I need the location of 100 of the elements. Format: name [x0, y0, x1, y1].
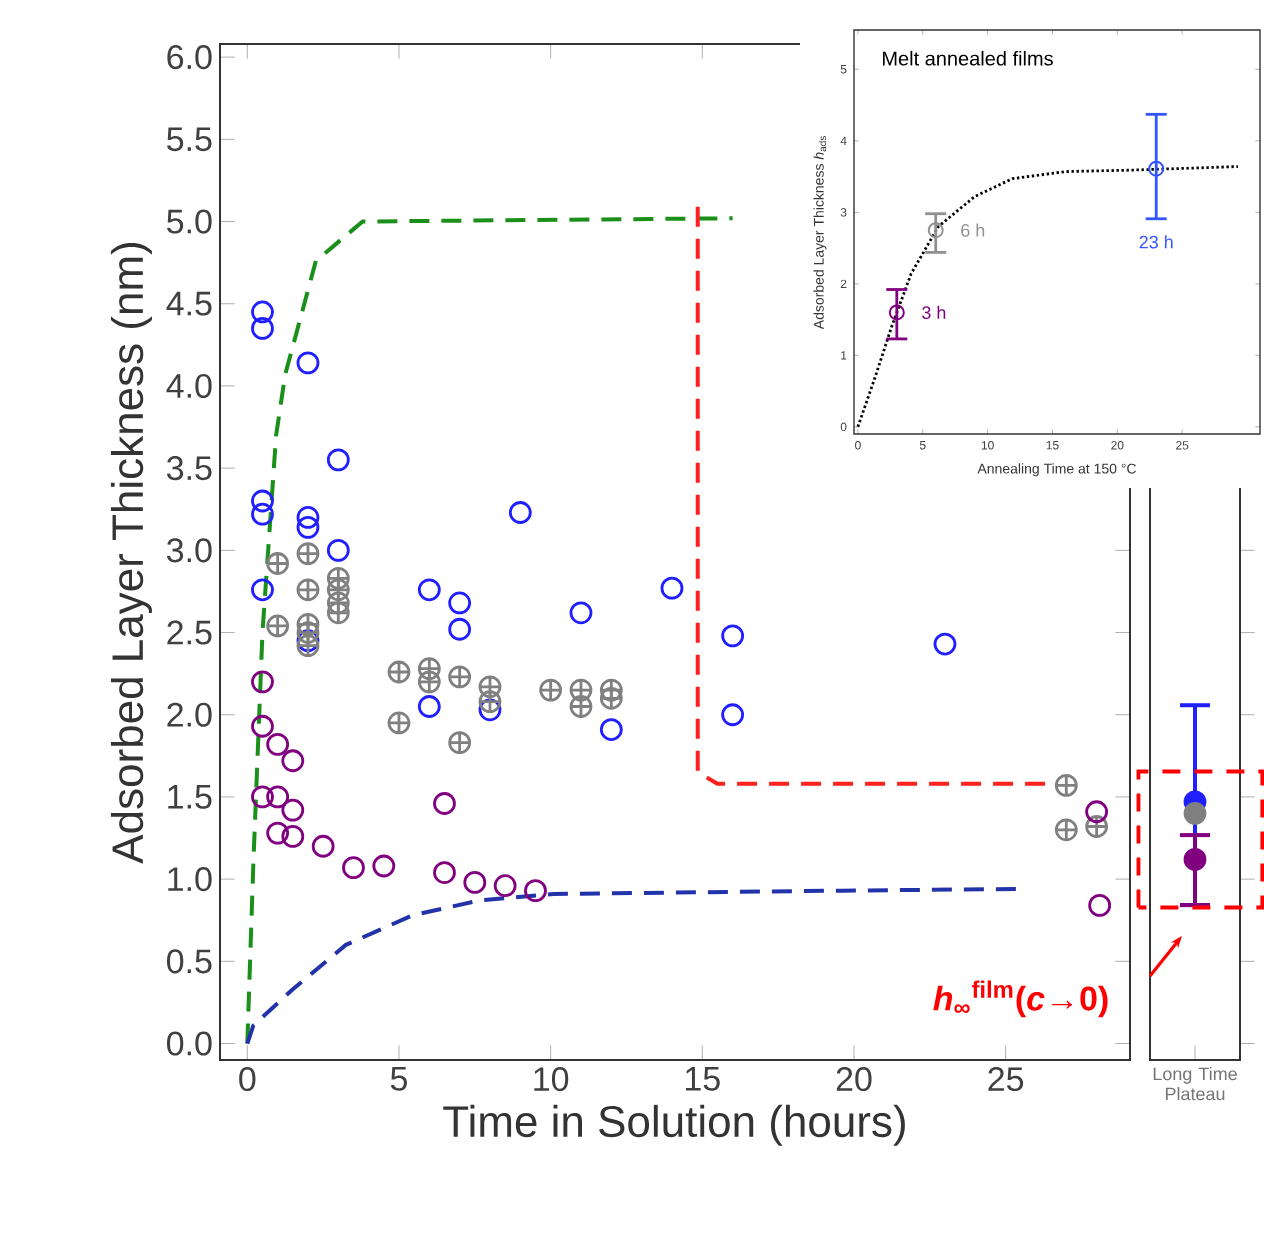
point: [251, 785, 274, 809]
point: [1085, 815, 1109, 838]
x-tick-label: 0: [239, 1067, 256, 1092]
text: 23 h: [1139, 235, 1173, 249]
point: [326, 448, 350, 472]
point: [1054, 818, 1078, 842]
y-tick-label: 5.0: [167, 209, 212, 234]
x-tick-label: 10: [534, 1067, 569, 1092]
point: [342, 856, 365, 880]
point: [524, 879, 547, 903]
point: [251, 714, 274, 738]
point: [448, 731, 472, 755]
point: [508, 501, 532, 524]
point: [266, 785, 290, 809]
point: [599, 686, 623, 710]
point: [296, 621, 320, 644]
y-tick-label: 6.0: [167, 45, 212, 70]
line-series: [245, 216, 735, 1046]
y-tick-label: 2.5: [167, 620, 212, 645]
x-tick-label: 5: [390, 1067, 407, 1091]
point: [326, 591, 350, 615]
point: [296, 612, 320, 636]
point: [721, 624, 745, 648]
point: [1088, 894, 1112, 917]
point: [478, 675, 502, 699]
point: [281, 798, 305, 822]
x-axis-title: Time in Solution (hours): [443, 1104, 905, 1146]
point: [1054, 774, 1078, 797]
point: [296, 578, 320, 602]
y-tick-label: 0.0: [167, 1031, 212, 1056]
point: [569, 695, 593, 718]
point: [478, 690, 502, 713]
point: [251, 489, 274, 513]
point: [448, 665, 472, 689]
point: [281, 824, 305, 848]
point: [463, 871, 487, 894]
y-tick-label: 0.5: [167, 949, 212, 974]
point: [296, 542, 320, 566]
point: [433, 792, 456, 815]
y-tick-label: 4.5: [166, 291, 212, 316]
point: [599, 678, 623, 702]
point: [888, 304, 905, 321]
y-tick-label: 2.0: [167, 702, 212, 727]
point: [478, 698, 502, 722]
point: [326, 566, 350, 590]
point: [251, 578, 274, 602]
point: [296, 515, 320, 539]
x-tick-label: 25: [988, 1067, 1024, 1092]
point: [296, 506, 320, 529]
point: [296, 634, 320, 658]
point: [266, 614, 290, 638]
point: [1148, 160, 1165, 177]
point: [933, 632, 957, 656]
point: [251, 316, 274, 340]
point: [251, 670, 274, 694]
x-tick-label: Long Time Plateau: [1153, 1067, 1237, 1101]
point: [417, 695, 441, 718]
point: [1085, 800, 1109, 824]
text: Melt annealed films: [883, 50, 1053, 66]
point: [326, 538, 350, 562]
point: [448, 591, 472, 615]
point: [387, 711, 411, 735]
point: [281, 749, 305, 773]
point: [266, 821, 290, 845]
annotation: h$_{∞}$$^{film}$(c→0): [933, 980, 1108, 1018]
point: [539, 678, 563, 702]
point: [569, 678, 593, 702]
point: [326, 601, 350, 625]
point: [266, 732, 290, 756]
line-series: [856, 165, 1240, 429]
point: [660, 576, 684, 600]
point: [417, 578, 441, 602]
point: [417, 657, 441, 681]
point: [493, 874, 517, 898]
point: [448, 617, 472, 641]
point: [266, 552, 290, 575]
point: [433, 861, 456, 884]
line-series: [245, 887, 1020, 1046]
point: [296, 351, 320, 375]
series-label: 3 h: [922, 305, 946, 320]
point: [599, 718, 623, 741]
point: [927, 222, 944, 239]
y-tick-label: 1.0: [168, 867, 212, 892]
y-axis-title: Adsorbed Layer Thickness (nm): [110, 243, 152, 864]
y-tick-label: 1.5: [168, 785, 212, 809]
x-tick-label: 15: [686, 1067, 720, 1091]
point: [326, 578, 350, 602]
x-tick-label: 20: [836, 1067, 872, 1092]
point: [251, 300, 274, 324]
y-tick-label: 4.0: [166, 373, 212, 398]
point: [372, 854, 396, 878]
y-tick-label: 3.5: [166, 456, 212, 481]
series-label: 6 h: [961, 223, 985, 237]
point: [569, 601, 593, 625]
point: [721, 703, 745, 727]
y-tick-label: 5.5: [167, 127, 212, 152]
point: [311, 834, 335, 858]
y-tick-label: 3.0: [166, 538, 212, 563]
point: [251, 502, 274, 526]
point: [417, 670, 441, 694]
